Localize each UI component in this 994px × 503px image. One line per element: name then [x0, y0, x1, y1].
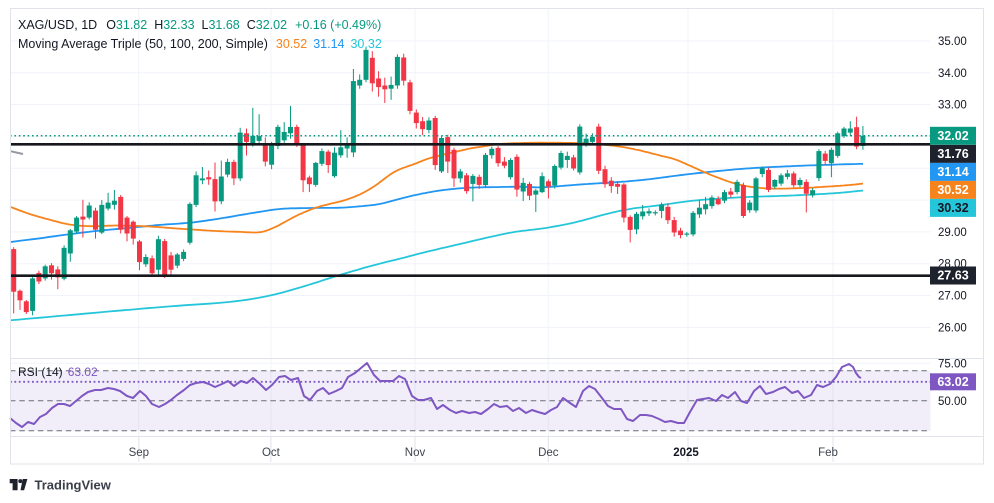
svg-text:RSI (14)63.02: RSI (14) 63.02	[18, 365, 98, 379]
svg-text:Moving Average Triple (50, 100: Moving Average Triple (50, 100, 200, Sim…	[18, 37, 382, 51]
svg-text:30.52: 30.52	[937, 183, 968, 197]
svg-text:32.02: 32.02	[937, 129, 968, 143]
svg-text:Feb: Feb	[818, 447, 838, 459]
svg-text:TradingView: TradingView	[35, 478, 112, 493]
svg-text:26.00: 26.00	[938, 322, 967, 334]
svg-text:2025: 2025	[673, 447, 699, 459]
svg-text:35.00: 35.00	[938, 36, 967, 48]
svg-text:33.00: 33.00	[938, 100, 967, 112]
svg-text:Oct: Oct	[262, 447, 281, 459]
svg-text:31.76: 31.76	[937, 147, 968, 161]
svg-text:Sep: Sep	[129, 447, 149, 459]
svg-text:30.32: 30.32	[937, 201, 968, 215]
svg-text:63.02: 63.02	[937, 375, 968, 389]
svg-text:Dec: Dec	[538, 447, 559, 459]
svg-text:27.00: 27.00	[938, 291, 967, 303]
svg-text:Nov: Nov	[405, 447, 426, 459]
svg-text:75.00: 75.00	[938, 358, 967, 370]
svg-text:34.00: 34.00	[938, 68, 967, 80]
svg-text:29.00: 29.00	[938, 227, 967, 239]
svg-text:50.00: 50.00	[938, 396, 967, 408]
svg-text:27.63: 27.63	[937, 269, 968, 283]
svg-text:31.14: 31.14	[937, 165, 968, 179]
